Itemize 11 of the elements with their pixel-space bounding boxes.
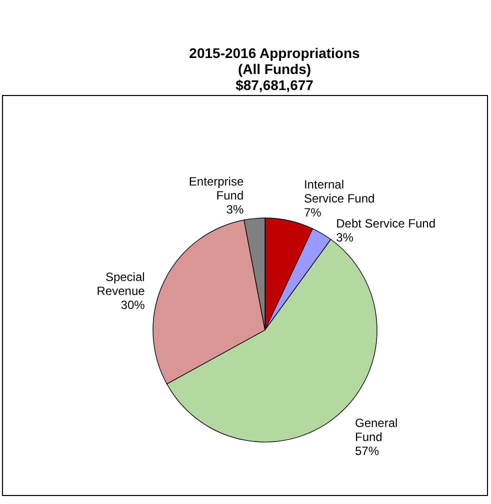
slice-label: Internal Service Fund: [304, 177, 375, 206]
data-label: 3%: [226, 202, 244, 217]
slice-label: General Fund: [355, 416, 398, 444]
chart-title: 2015-2016 Appropriations (All Funds) $87,681,677: [189, 45, 360, 93]
slice-label: Debt Service Fund: [336, 216, 436, 230]
slice-label: Special Revenue: [96, 270, 146, 298]
slice-label: Enterprise Fund: [188, 174, 244, 203]
data-label: 57%: [355, 444, 380, 458]
data-label: 7%: [304, 205, 322, 220]
data-label: 30%: [120, 298, 146, 312]
data-label: 3%: [336, 230, 354, 244]
